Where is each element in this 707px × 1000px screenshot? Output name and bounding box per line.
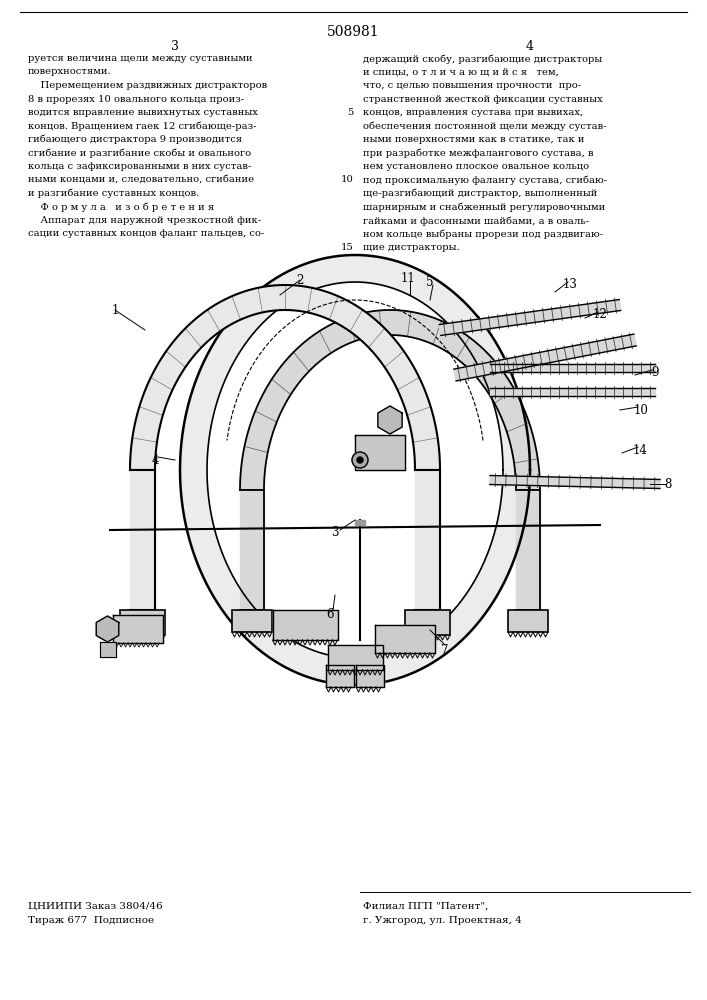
Text: 8: 8 xyxy=(665,479,672,491)
Text: ными концами и, следовательно, сгибание: ными концами и, следовательно, сгибание xyxy=(28,176,254,184)
Text: кольца с зафиксированными в них сустав-: кольца с зафиксированными в них сустав- xyxy=(28,162,251,171)
Polygon shape xyxy=(490,388,655,396)
Text: Филиал ПГП "Патент",: Филиал ПГП "Патент", xyxy=(363,902,489,911)
PathPatch shape xyxy=(240,310,540,490)
Text: концов, вправления сустава при вывихах,: концов, вправления сустава при вывихах, xyxy=(363,108,583,117)
Text: и спицы, о т л и ч а ю щ и й с я   тем,: и спицы, о т л и ч а ю щ и й с я тем, xyxy=(363,68,559,77)
Text: 14: 14 xyxy=(633,444,648,456)
FancyBboxPatch shape xyxy=(120,610,165,635)
Text: нем установлено плоское овальное кольцо: нем установлено плоское овальное кольцо xyxy=(363,162,589,171)
Text: водится вправление вывихнутых суставных: водится вправление вывихнутых суставных xyxy=(28,108,258,117)
Text: Перемещением раздвижных дистракторов: Перемещением раздвижных дистракторов xyxy=(28,81,267,90)
Text: г. Ужгород, ул. Проектная, 4: г. Ужгород, ул. Проектная, 4 xyxy=(363,916,522,925)
Text: 7: 7 xyxy=(441,644,449,656)
Polygon shape xyxy=(355,520,365,525)
Text: сгибание и разгибание скобы и овального: сгибание и разгибание скобы и овального xyxy=(28,148,251,158)
Polygon shape xyxy=(112,615,163,643)
Text: ще-разгибающий дистрактор, выполненный: ще-разгибающий дистрактор, выполненный xyxy=(363,189,597,198)
FancyBboxPatch shape xyxy=(405,610,450,635)
Polygon shape xyxy=(356,665,384,687)
Polygon shape xyxy=(130,470,155,610)
Text: 3: 3 xyxy=(332,526,339,540)
Polygon shape xyxy=(415,470,440,610)
Text: гибающего дистрактора 9 производится: гибающего дистрактора 9 производится xyxy=(28,135,242,144)
Text: 10: 10 xyxy=(633,403,648,416)
Text: 8 в прорезях 10 овального кольца произ-: 8 в прорезях 10 овального кольца произ- xyxy=(28,95,244,104)
Text: под проксимальную фалангу сустава, сгибаю-: под проксимальную фалангу сустава, сгиба… xyxy=(363,176,607,185)
Text: 15: 15 xyxy=(341,243,354,252)
Text: гайками и фасонными шайбами, а в оваль-: гайками и фасонными шайбами, а в оваль- xyxy=(363,216,589,226)
Polygon shape xyxy=(378,406,402,434)
Text: при разработке межфалангового сустава, в: при разработке межфалангового сустава, в xyxy=(363,148,593,158)
PathPatch shape xyxy=(130,285,440,470)
Text: ном кольце выбраны прорези под раздвигаю-: ном кольце выбраны прорези под раздвигаю… xyxy=(363,230,603,239)
Text: сации суставных концов фаланг пальцев, со-: сации суставных концов фаланг пальцев, с… xyxy=(28,230,264,238)
Text: шарнирным и снабженный регулировочными: шарнирным и снабженный регулировочными xyxy=(363,202,605,212)
Text: ными поверхностями как в статике, так и: ными поверхностями как в статике, так и xyxy=(363,135,585,144)
Text: 6: 6 xyxy=(326,608,334,621)
Text: держащий скобу, разгибающие дистракторы: держащий скобу, разгибающие дистракторы xyxy=(363,54,602,64)
Polygon shape xyxy=(490,364,655,372)
Polygon shape xyxy=(454,334,636,381)
Polygon shape xyxy=(490,476,660,488)
Polygon shape xyxy=(327,645,382,670)
Text: 3: 3 xyxy=(171,40,179,53)
Polygon shape xyxy=(355,435,405,470)
Text: 2: 2 xyxy=(296,273,304,286)
Text: 5: 5 xyxy=(426,275,434,288)
Text: Ф о р м у л а   и з о б р е т е н и я: Ф о р м у л а и з о б р е т е н и я xyxy=(28,202,214,212)
Circle shape xyxy=(357,457,363,463)
Polygon shape xyxy=(375,625,435,653)
FancyBboxPatch shape xyxy=(232,610,272,632)
FancyBboxPatch shape xyxy=(508,610,548,632)
Text: обеспечения постоянной щели между сустав-: обеспечения постоянной щели между сустав… xyxy=(363,121,607,131)
Text: 9: 9 xyxy=(651,365,659,378)
Text: руется величина щели между суставными: руется величина щели между суставными xyxy=(28,54,252,63)
Text: 1: 1 xyxy=(111,304,119,316)
Text: 5: 5 xyxy=(348,108,354,117)
Text: 12: 12 xyxy=(592,308,607,322)
Text: 10: 10 xyxy=(341,176,354,184)
Text: 11: 11 xyxy=(401,271,416,284)
Text: ЦНИИПИ Заказ 3804/46: ЦНИИПИ Заказ 3804/46 xyxy=(28,902,163,911)
Polygon shape xyxy=(326,665,354,687)
Polygon shape xyxy=(96,616,119,642)
Circle shape xyxy=(352,452,368,468)
Text: щие дистракторы.: щие дистракторы. xyxy=(363,243,460,252)
Polygon shape xyxy=(100,642,115,657)
Text: поверхностями.: поверхностями. xyxy=(28,68,112,77)
Text: 508981: 508981 xyxy=(327,25,380,39)
Text: странственной жесткой фиксации суставных: странственной жесткой фиксации суставных xyxy=(363,95,603,104)
Text: и разгибание суставных концов.: и разгибание суставных концов. xyxy=(28,189,199,198)
Polygon shape xyxy=(240,490,264,610)
Text: 13: 13 xyxy=(563,278,578,292)
Polygon shape xyxy=(439,300,621,335)
Text: 4: 4 xyxy=(526,40,534,53)
Polygon shape xyxy=(272,610,337,640)
Text: Тираж 677  Подписное: Тираж 677 Подписное xyxy=(28,916,154,925)
Polygon shape xyxy=(516,490,540,610)
Text: концов. Вращением гаек 12 сгибающе-раз-: концов. Вращением гаек 12 сгибающе-раз- xyxy=(28,121,257,131)
Text: Аппарат для наружной чрезкостной фик-: Аппарат для наружной чрезкостной фик- xyxy=(28,216,261,225)
Polygon shape xyxy=(180,255,530,685)
Text: что, с целью повышения прочности  про-: что, с целью повышения прочности про- xyxy=(363,81,581,90)
Text: 4: 4 xyxy=(151,454,159,466)
